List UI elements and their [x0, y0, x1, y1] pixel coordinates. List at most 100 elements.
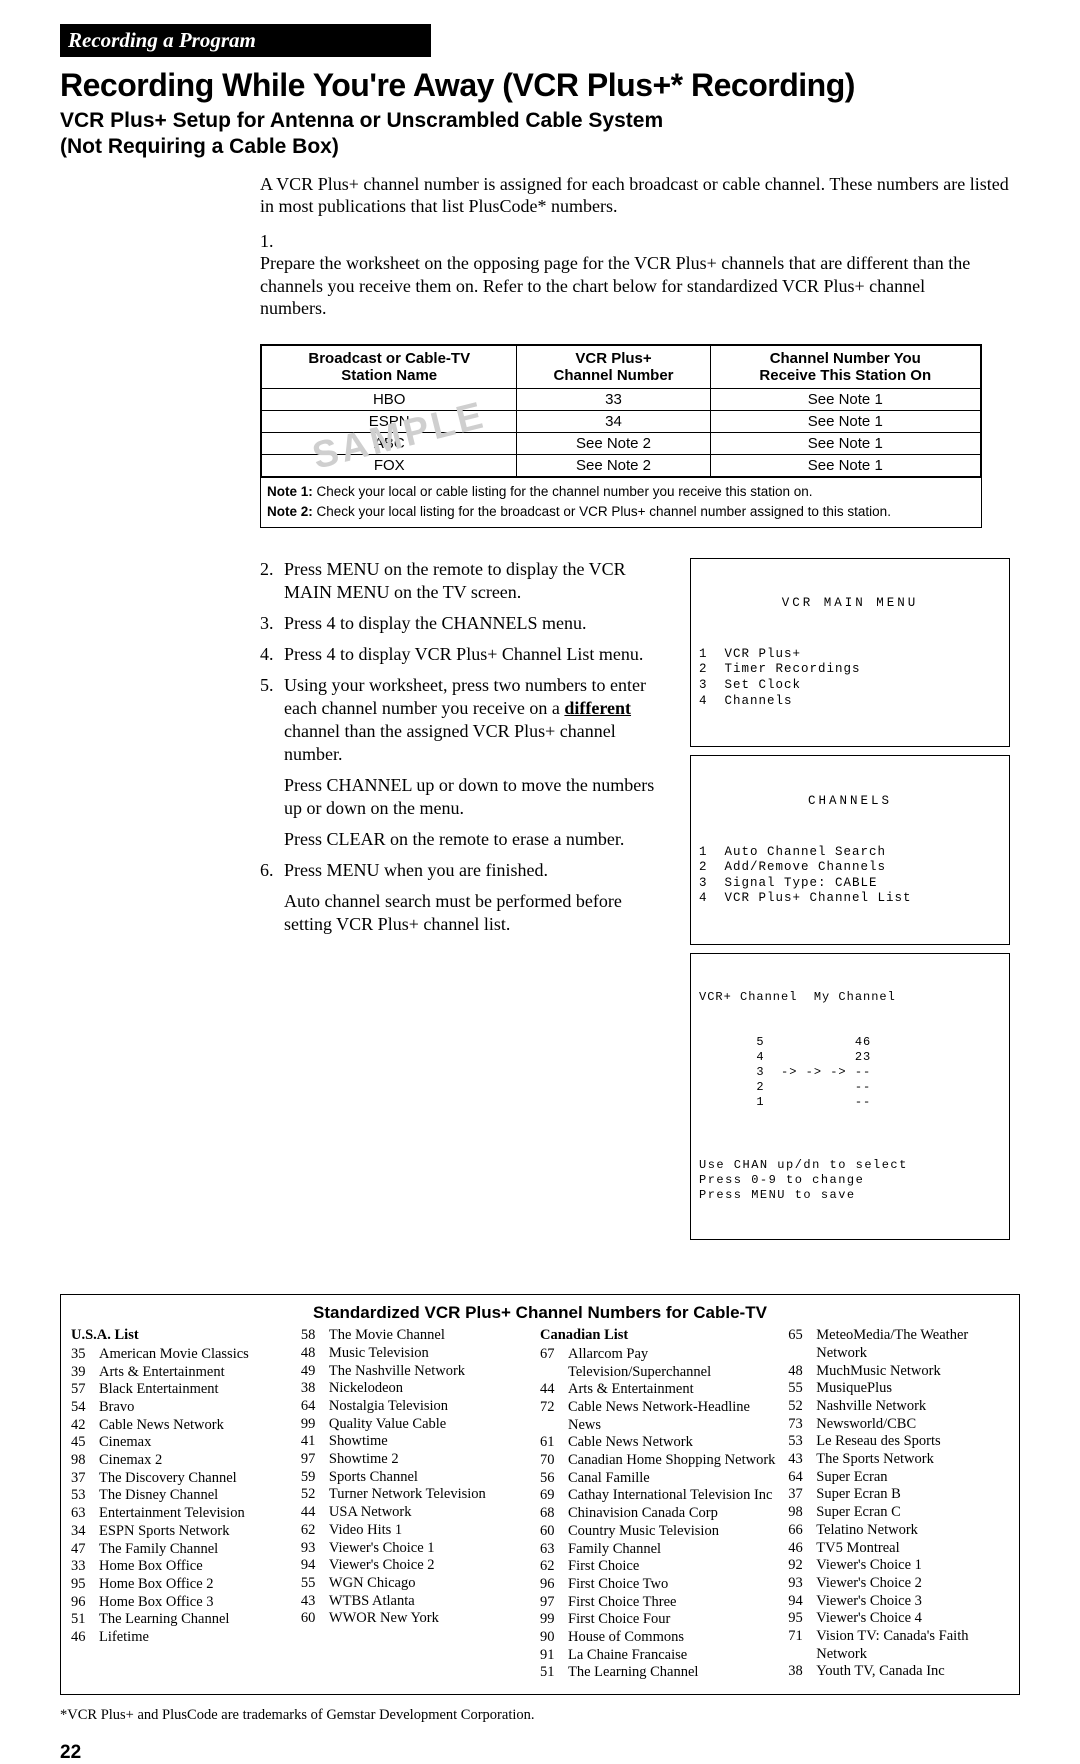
step-1: 1. Prepare the worksheet on the opposing…	[260, 230, 1020, 320]
channel-num: 53	[788, 1433, 816, 1451]
channel-row: 37The Discovery Channel	[71, 1470, 291, 1488]
channel-name: Cable News Network	[99, 1417, 291, 1435]
step-2-num: 2.	[260, 558, 284, 604]
channel-name: Sports Channel	[329, 1469, 530, 1487]
channel-num: 44	[540, 1381, 568, 1399]
channel-row: 94Viewer's Choice 3	[788, 1593, 999, 1611]
channel-row: 45Cinemax	[71, 1434, 291, 1452]
channel-num: 67	[540, 1346, 568, 1381]
channel-name: MuchMusic Network	[816, 1363, 999, 1381]
channel-name: Arts & Entertainment	[568, 1381, 778, 1399]
channel-row: 97First Choice Three	[540, 1594, 778, 1612]
step-6-num: 6.	[260, 859, 284, 882]
channel-row: 98Cinemax 2	[71, 1452, 291, 1470]
channel-row: 99Quality Value Cable	[301, 1416, 530, 1434]
channel-name: The Disney Channel	[99, 1487, 291, 1505]
channel-row: 43The Sports Network	[788, 1451, 999, 1469]
channel-num: 63	[540, 1541, 568, 1559]
screen3-row: 1 --	[699, 1095, 1001, 1110]
channel-row: 37Super Ecran B	[788, 1486, 999, 1504]
channel-num: 46	[788, 1540, 816, 1558]
channel-row: 53Le Reseau des Sports	[788, 1433, 999, 1451]
step-6b-text: Auto channel search must be performed be…	[284, 890, 660, 936]
channel-num: 66	[788, 1522, 816, 1540]
screen3-row: 4 23	[699, 1050, 1001, 1065]
channel-name: Cathay International Television Inc	[568, 1487, 778, 1505]
channel-row: 96First Choice Two	[540, 1576, 778, 1594]
channel-row: 71Vision TV: Canada's Faith Network	[788, 1628, 999, 1663]
channel-num: 41	[301, 1433, 329, 1451]
note2-label: Note 2:	[267, 504, 313, 519]
footnote: *VCR Plus+ and PlusCode are trademarks o…	[60, 1707, 1020, 1724]
channel-num: 99	[540, 1611, 568, 1629]
channel-num: 92	[788, 1557, 816, 1575]
channel-name: MusiquePlus	[816, 1380, 999, 1398]
channel-row: 90House of Commons	[540, 1629, 778, 1647]
channel-num: 38	[301, 1380, 329, 1398]
channel-num: 43	[301, 1593, 329, 1611]
step-3-text: Press 4 to display the CHANNELS menu.	[284, 612, 660, 635]
step-6a-text: Press MENU when you are finished.	[284, 859, 660, 882]
usa-head: U.S.A. List	[71, 1327, 291, 1345]
channel-row: 52Nashville Network	[788, 1398, 999, 1416]
channel-row: 56Canal Famille	[540, 1470, 778, 1488]
channel-num: 56	[540, 1470, 568, 1488]
channel-name: Nickelodeon	[329, 1380, 530, 1398]
sample-cell: See Note 1	[710, 411, 980, 433]
channel-name: Canadian Home Shopping Network	[568, 1452, 778, 1470]
channel-num: 35	[71, 1346, 99, 1364]
channel-num: 52	[788, 1398, 816, 1416]
note2-text: Check your local listing for the broadca…	[313, 504, 891, 519]
channel-row: 95Home Box Office 2	[71, 1576, 291, 1594]
channel-name: Nostalgia Television	[329, 1398, 530, 1416]
screen-channel-list: VCR+ Channel My Channel 5 46 4 23 3 -> -…	[690, 953, 1010, 1240]
sample-cell: FOX	[262, 455, 517, 477]
channel-name: Viewer's Choice 3	[816, 1593, 999, 1611]
step-5-num: 5.	[260, 674, 284, 766]
channel-row: 62First Choice	[540, 1558, 778, 1576]
channel-name: WTBS Atlanta	[329, 1593, 530, 1611]
screen2-item: 1 Auto Channel Search	[699, 845, 1001, 861]
channel-row: 38Nickelodeon	[301, 1380, 530, 1398]
step-3-num: 3.	[260, 612, 284, 635]
sample-cell: 33	[517, 389, 710, 411]
channel-row: 47The Family Channel	[71, 1541, 291, 1559]
screen2-item: 2 Add/Remove Channels	[699, 860, 1001, 876]
channel-row: 70Canadian Home Shopping Network	[540, 1452, 778, 1470]
channel-row: 34ESPN Sports Network	[71, 1523, 291, 1541]
channel-row: 93Viewer's Choice 2	[788, 1575, 999, 1593]
sample-cell: See Note 1	[710, 433, 980, 455]
step-5c-text: Press CHANNEL up or down to move the num…	[284, 774, 660, 820]
channel-num: 44	[301, 1504, 329, 1522]
sample-cell: See Note 1	[710, 389, 980, 411]
channel-num: 71	[788, 1628, 816, 1663]
channel-name: Cable News Network-Headline News	[568, 1399, 778, 1434]
channel-num: 51	[540, 1664, 568, 1682]
channel-num: 48	[301, 1345, 329, 1363]
screen3-header: VCR+ Channel My Channel	[699, 990, 1001, 1005]
screen-main-menu: VCR MAIN MENU 1 VCR Plus+2 Timer Recordi…	[690, 558, 1010, 748]
channel-num: 54	[71, 1399, 99, 1417]
channel-num: 97	[540, 1594, 568, 1612]
page-number: 22	[60, 1742, 1020, 1764]
channel-name: Le Reseau des Sports	[816, 1433, 999, 1451]
channel-name: Lifetime	[99, 1629, 291, 1647]
step-5d-text: Press CLEAR on the remote to erase a num…	[284, 828, 660, 851]
channel-num: 95	[71, 1576, 99, 1594]
channel-name: Chinavision Canada Corp	[568, 1505, 778, 1523]
sample-cell: 34	[517, 411, 710, 433]
channel-num: 38	[788, 1663, 816, 1681]
sample-cell: See Note 1	[710, 455, 980, 477]
screen3-foot-line: Use CHAN up/dn to select	[699, 1158, 1001, 1173]
channel-num: 69	[540, 1487, 568, 1505]
sample-cell: See Note 2	[517, 455, 710, 477]
channel-name: Viewer's Choice 1	[329, 1540, 530, 1558]
channel-row: 91La Chaine Francaise	[540, 1647, 778, 1665]
screen3-foot-line: Press 0-9 to change	[699, 1173, 1001, 1188]
sub-title: VCR Plus+ Setup for Antenna or Unscrambl…	[60, 108, 1020, 161]
channel-row: 51The Learning Channel	[71, 1611, 291, 1629]
channel-row: 35American Movie Classics	[71, 1346, 291, 1364]
channel-num: 51	[71, 1611, 99, 1629]
sample-cell: ABC	[262, 433, 517, 455]
channel-row: 97Showtime 2	[301, 1451, 530, 1469]
